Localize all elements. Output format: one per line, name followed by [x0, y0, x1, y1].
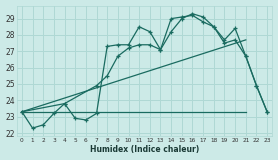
- X-axis label: Humidex (Indice chaleur): Humidex (Indice chaleur): [90, 145, 199, 154]
